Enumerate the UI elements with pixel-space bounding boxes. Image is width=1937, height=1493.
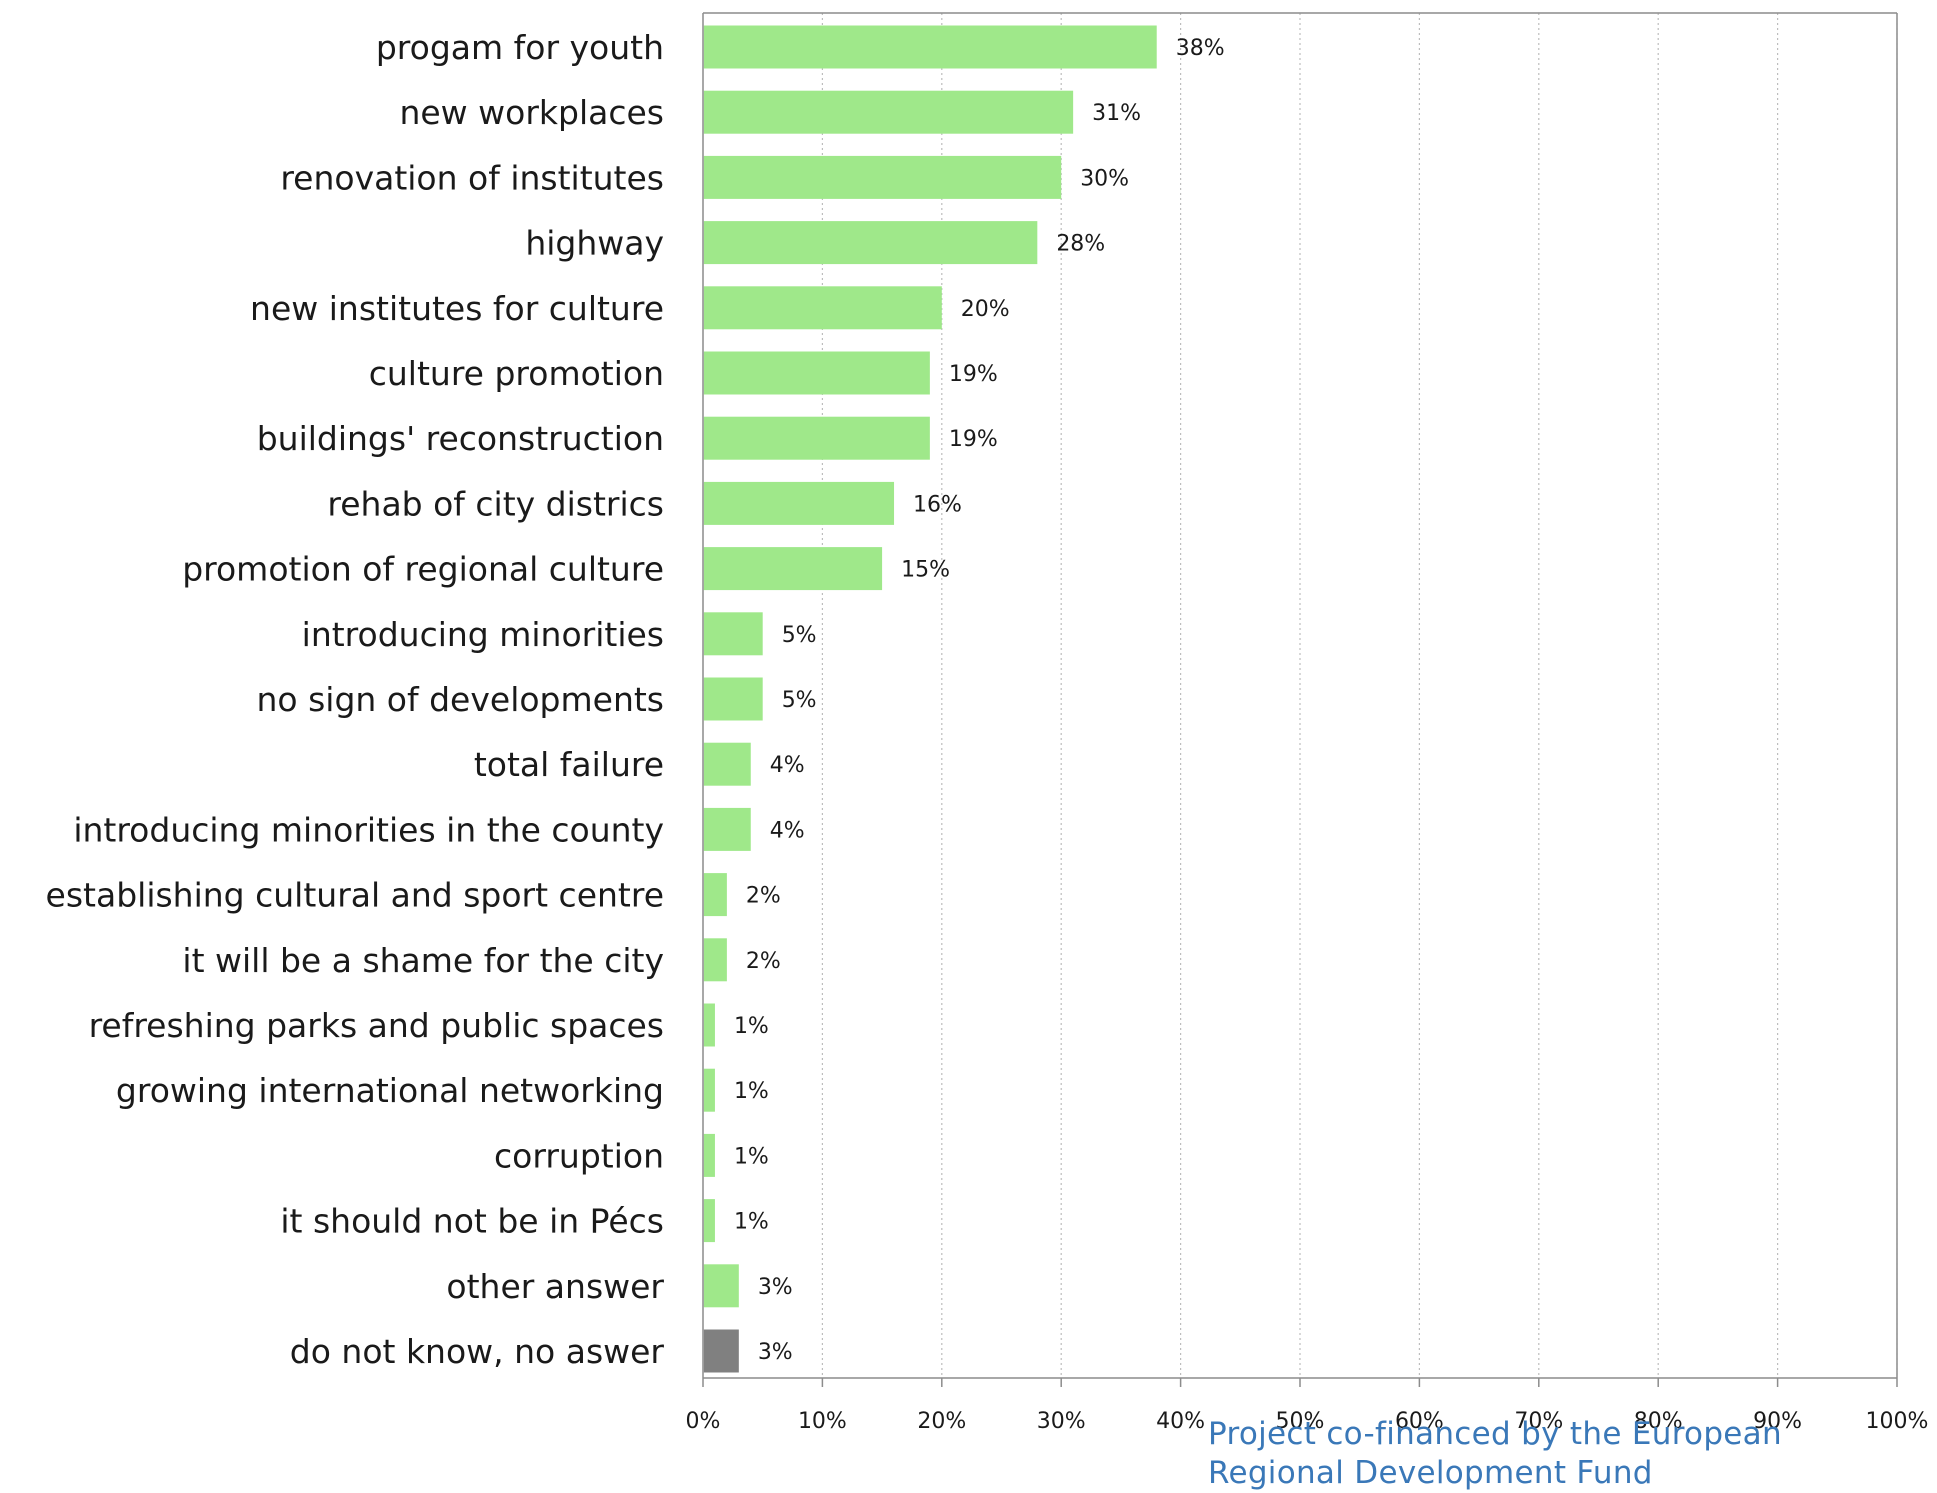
data-label: 31% bbox=[1092, 101, 1141, 126]
footer-line-2: Regional Development Fund bbox=[1208, 1455, 1653, 1491]
axes bbox=[702, 12, 1898, 1387]
bar bbox=[703, 1133, 715, 1177]
bar bbox=[703, 481, 895, 525]
category-label: refreshing parks and public spaces bbox=[89, 1006, 664, 1045]
category-label: corruption bbox=[494, 1136, 664, 1175]
data-label: 20% bbox=[961, 297, 1010, 322]
category-label: buildings' reconstruction bbox=[257, 419, 664, 458]
bar bbox=[703, 286, 942, 330]
bar bbox=[703, 1329, 739, 1373]
x-tick-label: 10% bbox=[798, 1409, 847, 1434]
category-label: culture promotion bbox=[369, 354, 664, 393]
bar bbox=[703, 155, 1062, 199]
category-label: new workplaces bbox=[399, 93, 664, 132]
bar bbox=[703, 1264, 739, 1308]
data-label: 19% bbox=[949, 427, 998, 452]
labels: 0% 10% 20% 30% 40% 50% 60% 70% 80% 90% 100% progam … bbox=[46, 28, 1929, 1434]
bars bbox=[703, 25, 1157, 1373]
category-label: other answer bbox=[446, 1267, 664, 1306]
category-label: renovation of institutes bbox=[280, 158, 664, 197]
grid-lines bbox=[821, 13, 1898, 1378]
data-label: 1% bbox=[734, 1210, 769, 1235]
category-label: highway bbox=[525, 224, 664, 263]
category-label: introducing minorities in the county bbox=[73, 810, 664, 849]
footer-line-1: Project co-financed by the European bbox=[1208, 1416, 1782, 1452]
x-tick-label: 50% bbox=[1276, 1409, 1325, 1434]
category-label: it should not be in Pécs bbox=[280, 1202, 664, 1241]
category-label: promotion of regional culture bbox=[182, 550, 664, 589]
data-label: 5% bbox=[782, 688, 817, 713]
category-label: progam for youth bbox=[376, 28, 664, 67]
data-label: 30% bbox=[1080, 166, 1129, 191]
bar bbox=[703, 25, 1157, 69]
data-label: 3% bbox=[758, 1275, 793, 1300]
data-label: 1% bbox=[734, 1014, 769, 1039]
x-tick-label: 40% bbox=[1156, 1409, 1205, 1434]
bar bbox=[703, 807, 751, 851]
data-label: 2% bbox=[746, 949, 781, 974]
data-label: 4% bbox=[770, 818, 805, 843]
category-label: it will be a shame for the city bbox=[182, 941, 664, 980]
category-label: total failure bbox=[474, 745, 664, 784]
bar bbox=[703, 873, 727, 917]
data-label: 5% bbox=[782, 623, 817, 648]
data-label: 3% bbox=[758, 1340, 793, 1365]
bar bbox=[703, 938, 727, 982]
data-label: 38% bbox=[1176, 36, 1225, 61]
category-label: no sign of developments bbox=[257, 680, 665, 719]
x-tick-label: 20% bbox=[917, 1409, 966, 1434]
data-label: 2% bbox=[746, 884, 781, 909]
data-label: 4% bbox=[770, 753, 805, 778]
category-label: new institutes for culture bbox=[250, 289, 664, 328]
x-tick-label: 30% bbox=[1037, 1409, 1086, 1434]
category-label: establishing cultural and sport centre bbox=[46, 876, 664, 915]
category-label: do not know, no aswer bbox=[290, 1332, 665, 1371]
bar bbox=[703, 1003, 715, 1047]
bar bbox=[703, 416, 930, 460]
category-label: introducing minorities bbox=[302, 615, 664, 654]
data-label: 1% bbox=[734, 1079, 769, 1104]
data-label: 15% bbox=[901, 558, 950, 583]
bar bbox=[703, 1068, 715, 1112]
data-label: 19% bbox=[949, 362, 998, 387]
bar bbox=[703, 677, 763, 721]
category-label: rehab of city districs bbox=[327, 484, 664, 523]
x-tick-label: 100% bbox=[1866, 1409, 1929, 1434]
bar bbox=[703, 90, 1074, 134]
data-label: 1% bbox=[734, 1144, 769, 1169]
data-label: 16% bbox=[913, 492, 962, 517]
data-label: 28% bbox=[1056, 232, 1105, 257]
bar bbox=[703, 351, 930, 395]
x-tick-label: 80% bbox=[1634, 1409, 1683, 1434]
bar bbox=[703, 221, 1038, 265]
x-tick-label: 0% bbox=[686, 1409, 721, 1434]
bar bbox=[703, 1199, 715, 1243]
x-tick-label: 60% bbox=[1395, 1409, 1444, 1434]
funding-footer: Project co-financed by the European Regi… bbox=[1208, 1415, 1782, 1493]
category-label: growing international networking bbox=[116, 1071, 664, 1110]
x-tick-label: 90% bbox=[1753, 1409, 1802, 1434]
bar bbox=[703, 547, 883, 591]
bar bbox=[703, 612, 763, 656]
bar bbox=[703, 742, 751, 786]
x-tick-label: 70% bbox=[1514, 1409, 1563, 1434]
